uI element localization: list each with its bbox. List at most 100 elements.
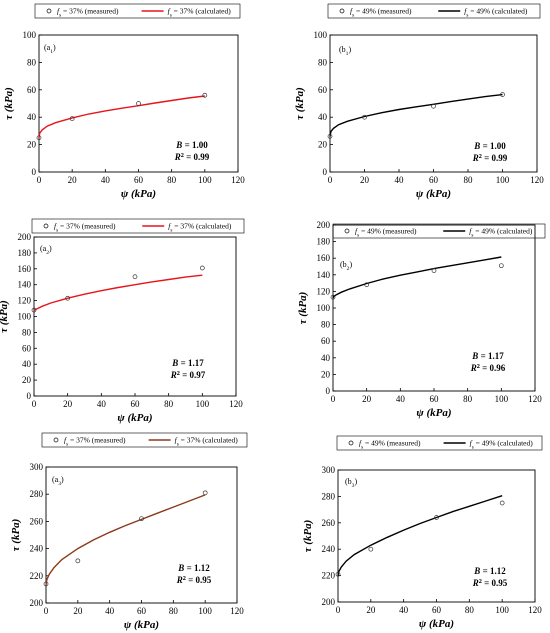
y-tick-label: 120 — [18, 296, 32, 306]
y-tick-label: 20 — [27, 140, 37, 150]
y-tick-label: 100 — [23, 30, 37, 40]
y-tick-label: 200 — [18, 232, 32, 242]
legend-marker-measured — [53, 437, 59, 443]
y-tick-label: 240 — [30, 544, 44, 554]
chart-panel-1: fs = 37% (measured) fs = 37% (calculated)… — [3, 3, 245, 200]
y-tick-label: 40 — [321, 353, 331, 363]
measured-point — [330, 294, 336, 300]
x-tick-label: 40 — [105, 606, 115, 616]
x-tick-label: 100 — [196, 399, 210, 409]
y-axis-title: τ (kPa) — [10, 519, 22, 552]
measured-point — [500, 92, 505, 97]
y-axis-title: τ (kPa) — [294, 87, 306, 120]
y-tick-label: 200 — [30, 598, 44, 608]
x-tick-label: 20 — [68, 175, 78, 185]
legend-label-calculated: fs = 49% (calculated) — [470, 439, 534, 451]
x-axis-title: ψ (kPa) — [416, 188, 451, 200]
measured-point — [202, 92, 208, 98]
x-tick-label: 80 — [164, 399, 174, 409]
calculated-curve — [45, 494, 206, 586]
measured-point — [499, 500, 505, 506]
panel-label: (a1) — [44, 43, 56, 55]
y-tick-label: 140 — [18, 280, 32, 290]
measured-point — [65, 295, 71, 301]
measured-point — [132, 274, 138, 280]
measured-point — [364, 282, 370, 288]
legend-label-calculated: fs = 49% (calculated) — [469, 227, 533, 239]
x-tick-label: 40 — [396, 394, 406, 404]
y-tick-label: 180 — [18, 248, 32, 258]
legend-marker-measured — [46, 8, 52, 14]
legend-box — [34, 3, 241, 19]
measured-point — [434, 515, 439, 520]
measured-point — [335, 571, 341, 577]
y-axis-title: τ (kPa) — [297, 292, 309, 325]
x-tick-label: 120 — [229, 399, 243, 409]
panel-label: (a3) — [52, 475, 64, 487]
calculated-curve — [332, 256, 502, 299]
measured-point — [431, 268, 437, 273]
chart-panel-5: fs = 37% (measured) fs = 37% (calculated)… — [10, 432, 248, 631]
calculated-curve — [329, 93, 503, 137]
y-tick-label: 0 — [326, 386, 331, 396]
chart-panel-6: fs = 49% (measured) fs = 49% (calculated)… — [302, 435, 543, 630]
x-tick-label: 80 — [465, 605, 475, 615]
y-tick-label: 60 — [321, 336, 331, 346]
y-tick-label: 140 — [317, 270, 331, 280]
y-tick-label: 80 — [27, 57, 37, 67]
measured-point — [368, 546, 374, 552]
y-tick-label: 100 — [317, 303, 331, 313]
y-axis-title: τ (kPa) — [0, 300, 10, 333]
calculated-curve — [337, 495, 503, 576]
x-tick-label: 100 — [198, 175, 212, 185]
y-axis-title: τ (kPa) — [302, 520, 314, 553]
calculated-curve — [38, 95, 205, 138]
legend-marker-measured — [43, 223, 49, 229]
y-tick-label: 40 — [318, 112, 328, 122]
measured-point — [139, 516, 144, 522]
x-axis-title: ψ (kPa) — [416, 407, 451, 419]
measured-point — [75, 558, 81, 564]
y-tick-label: 0 — [32, 167, 37, 177]
x-tick-label: 0 — [328, 175, 333, 185]
x-tick-label: 100 — [495, 394, 509, 404]
x-tick-label: 60 — [131, 399, 141, 409]
measured-point — [202, 490, 208, 496]
stat-b: B = 1.00 — [175, 140, 208, 150]
y-axis-title: τ (kPa) — [3, 87, 15, 120]
x-tick-label: 60 — [137, 606, 147, 616]
x-tick-label: 100 — [496, 175, 510, 185]
y-tick-label: 120 — [317, 286, 331, 296]
y-tick-label: 280 — [322, 491, 336, 501]
x-tick-label: 20 — [63, 399, 73, 409]
y-tick-label: 100 — [18, 312, 32, 322]
stat-r2: R2 = 0.99 — [472, 153, 508, 164]
x-tick-label: 120 — [530, 175, 544, 185]
legend-label-measured: fs = 37% (measured) — [64, 436, 126, 448]
x-tick-label: 20 — [360, 175, 370, 185]
x-tick-label: 60 — [429, 175, 439, 185]
y-tick-label: 60 — [318, 85, 328, 95]
legend-box — [336, 435, 543, 451]
x-axis-title: ψ (kPa) — [124, 619, 159, 631]
y-tick-label: 0 — [27, 391, 32, 401]
x-tick-label: 120 — [231, 175, 245, 185]
measured-point — [431, 103, 436, 109]
x-tick-label: 120 — [230, 606, 244, 616]
chart-panel-2: fs = 49% (measured) fs = 49% (calculated)… — [294, 3, 544, 200]
chart-panel-3: fs = 37% (measured) fs = 37% (calculated)… — [0, 218, 245, 424]
x-tick-label: 0 — [32, 399, 37, 409]
y-tick-label: 260 — [322, 518, 336, 528]
stat-b: B = 1.17 — [471, 351, 504, 361]
legend-label-measured: fs = 49% (measured) — [359, 439, 421, 451]
y-tick-label: 160 — [18, 264, 32, 274]
x-tick-label: 0 — [37, 175, 42, 185]
panel-label: (a2) — [40, 244, 52, 256]
panel-label: (b3) — [345, 477, 357, 489]
legend-label-measured: fs = 37% (measured) — [54, 222, 116, 234]
y-tick-label: 80 — [22, 327, 32, 337]
y-tick-label: 20 — [321, 369, 331, 379]
measured-point — [498, 263, 504, 269]
y-tick-label: 40 — [27, 112, 37, 122]
x-tick-label: 80 — [463, 394, 473, 404]
